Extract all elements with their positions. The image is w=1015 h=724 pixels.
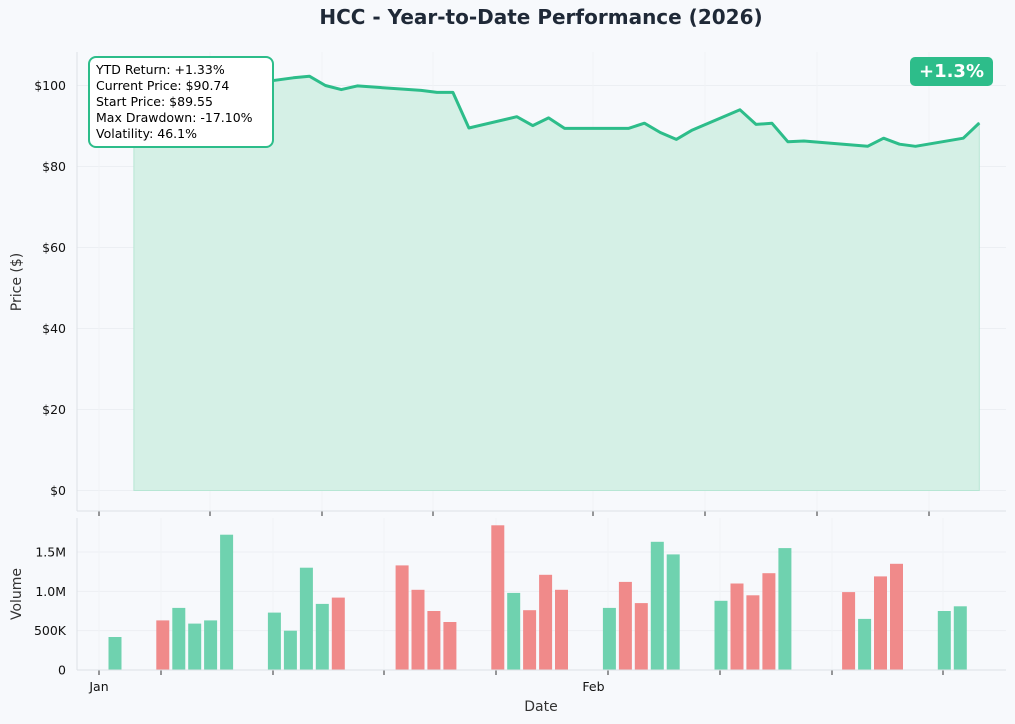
volume-bar — [331, 597, 345, 670]
volume-bar — [427, 611, 441, 670]
volume-bar — [491, 525, 505, 670]
volume-bar — [618, 581, 632, 670]
price-y-tick-label: $20 — [42, 402, 66, 417]
volume-x-axis-label: Date — [524, 699, 557, 715]
volume-bar — [315, 603, 329, 670]
volume-bar — [204, 620, 218, 670]
volume-y-tick-label: 1.5M — [35, 545, 66, 560]
volume-bar — [523, 610, 537, 670]
volume-bar — [858, 618, 872, 670]
volume-bar — [762, 573, 776, 670]
volume-bar — [156, 620, 170, 670]
volume-x-tick-label: Jan — [88, 679, 108, 694]
volume-bar — [890, 563, 903, 670]
max-drawdown-text: Max Drawdown: -17.10% — [96, 110, 253, 125]
volume-y-tick-label: 0 — [58, 663, 66, 678]
return-badge: +1.3% — [910, 57, 993, 86]
volume-bar — [666, 554, 680, 670]
volume-bar — [778, 548, 792, 670]
volume-bar — [634, 603, 648, 670]
volume-bar — [937, 611, 951, 670]
volume-bar — [283, 630, 297, 670]
stats-info-box: YTD Return: +1.33% Current Price: $90.74… — [88, 56, 274, 148]
volume-bar — [267, 612, 281, 670]
volume-bar — [188, 623, 202, 670]
volume-bar — [507, 592, 521, 670]
price-y-tick-label: $100 — [34, 78, 66, 93]
volume-y-tick-label: 1.0M — [35, 584, 66, 599]
ytd-return-text: YTD Return: +1.33% — [96, 62, 225, 77]
volume-x-tick-label: Feb — [582, 679, 604, 694]
volume-bar — [411, 589, 425, 670]
price-y-tick-label: $60 — [42, 240, 66, 255]
volume-bars — [108, 525, 967, 670]
volume-bar — [714, 600, 728, 670]
price-y-tick-label: $0 — [50, 483, 66, 498]
chart-title: HCC - Year-to-Date Performance (2026) — [319, 5, 763, 29]
volume-bar — [539, 574, 553, 670]
price-y-axis-label: Price ($) — [9, 253, 25, 311]
volume-bar — [602, 607, 616, 670]
volume-bar — [746, 595, 760, 670]
volume-bar — [108, 637, 122, 670]
volume-bar — [299, 567, 313, 670]
volume-bar — [443, 622, 457, 670]
volume-y-axis-label: Volume — [9, 568, 25, 620]
price-line — [133, 74, 981, 148]
volume-bar — [220, 534, 234, 670]
volume-bar — [874, 576, 887, 670]
volume-y-tick-label: 500K — [34, 623, 67, 638]
volume-bar — [842, 592, 856, 670]
volume-bar — [555, 589, 568, 670]
volume-bar — [650, 541, 664, 670]
volume-bar — [172, 607, 186, 670]
volume-x-ticks: Jan Feb — [88, 670, 944, 694]
current-price-text: Current Price: $90.74 — [96, 78, 230, 93]
volume-bar — [395, 565, 409, 670]
price-y-tick-label: $40 — [42, 321, 66, 336]
volatility-text: Volatility: 46.1% — [96, 126, 197, 141]
price-y-ticks: $0 $20 $40 $60 $80 $100 — [34, 78, 66, 498]
volume-bar — [953, 606, 967, 670]
volume-y-ticks: 0 500K 1.0M 1.5M — [34, 545, 67, 678]
start-price-text: Start Price: $89.55 — [96, 94, 213, 109]
volume-bar — [730, 583, 744, 670]
price-y-tick-label: $80 — [42, 159, 66, 174]
